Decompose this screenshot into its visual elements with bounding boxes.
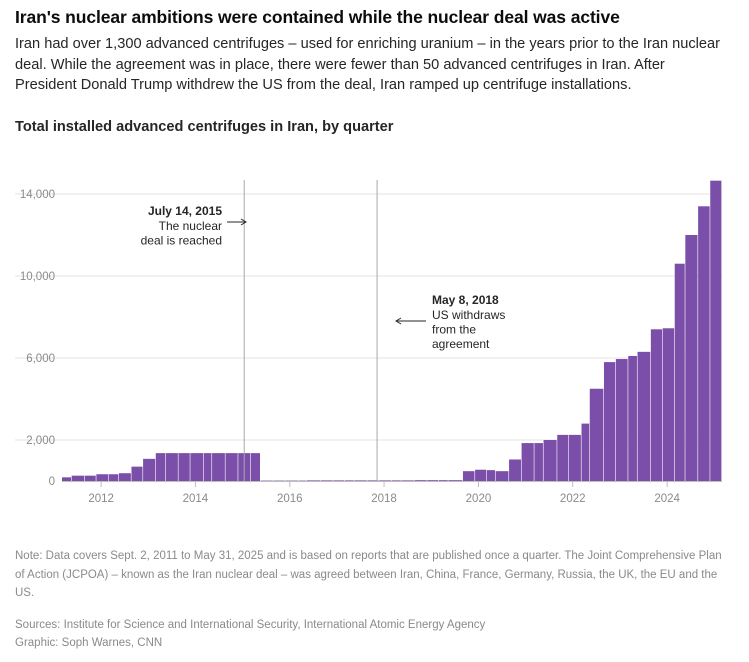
bar (685, 235, 698, 481)
x-tick-label: 2020 (466, 493, 492, 505)
annotation-text: The nuclear (159, 219, 222, 233)
bar (581, 423, 590, 481)
graphic-credit: Graphic: Soph Warnes, CNN (15, 637, 163, 649)
bar (427, 480, 439, 481)
bar (674, 263, 685, 481)
bar (84, 475, 96, 481)
bar (615, 359, 628, 481)
y-tick-label: 14,000 (20, 189, 55, 201)
annotation-text: from the (432, 323, 476, 337)
bar (203, 453, 212, 481)
annotation-text: US withdraws (432, 308, 505, 322)
bar (71, 475, 84, 481)
bar (333, 480, 345, 481)
y-tick-label: 0 (49, 476, 55, 488)
bar (589, 388, 604, 481)
bar (62, 477, 72, 481)
annotation-date: July 14, 2015 (148, 204, 222, 218)
bar (118, 473, 131, 481)
bar (486, 470, 496, 481)
annotation-arrowhead (240, 218, 247, 226)
bar (543, 440, 557, 481)
bar (306, 480, 320, 481)
bar (414, 480, 427, 481)
bar (637, 351, 651, 481)
y-tick-label: 2,000 (26, 435, 55, 447)
bar (379, 480, 392, 481)
x-tick-label: 2012 (88, 493, 114, 505)
y-tick-label: 10,000 (20, 271, 55, 283)
footnote: Note: Data covers Sept. 2, 2011 to May 3… (15, 550, 722, 599)
x-tick-label: 2016 (277, 493, 303, 505)
bar (495, 471, 509, 481)
annotation-text: deal is reached (141, 234, 222, 248)
bar (650, 329, 662, 481)
headline: Iran's nuclear ambitions were contained … (15, 7, 620, 27)
y-tick-label: 6,000 (26, 353, 55, 365)
bar (557, 434, 568, 481)
bar (662, 328, 675, 481)
chart-title: Total installed advanced centrifuges in … (15, 119, 394, 135)
dek: Iran had over 1,300 advanced centrifuges… (15, 36, 720, 93)
x-tick-label: 2018 (371, 493, 397, 505)
bar (212, 453, 225, 481)
bar (344, 480, 354, 481)
bar (391, 480, 401, 481)
bar (96, 474, 109, 481)
credits: Sources: Institute for Science and Inter… (15, 616, 730, 652)
bar (568, 434, 581, 481)
centrifuge-bar-chart: 0 2,000 6,000 10,000 14,000 2012 2014 2016 2018 2… (15, 180, 722, 505)
bar (448, 480, 463, 481)
x-tick-label: 2024 (654, 493, 680, 505)
bar (698, 206, 710, 482)
x-tick-label: 2022 (560, 493, 586, 505)
bar (367, 480, 379, 481)
bar (165, 453, 178, 481)
bar (710, 180, 722, 482)
bar (178, 453, 190, 481)
annotation-text: agreement (432, 337, 490, 351)
bar (225, 453, 238, 481)
bar (131, 466, 143, 481)
bar (108, 474, 119, 481)
bar (438, 480, 448, 481)
annotation-date: May 8, 2018 (432, 293, 499, 307)
bar (320, 480, 333, 481)
sources-line: Sources: Institute for Science and Inter… (15, 619, 486, 631)
bar (250, 453, 261, 481)
bar (628, 355, 637, 481)
x-tick-label: 2014 (183, 493, 209, 505)
bar (143, 458, 156, 481)
bar (509, 459, 521, 481)
bar (521, 443, 534, 481)
bar (354, 480, 367, 481)
bar (190, 453, 204, 481)
bar (603, 362, 616, 481)
annotation-arrowhead (395, 317, 402, 325)
bar (462, 471, 475, 481)
bar (475, 469, 487, 481)
bar (155, 453, 166, 481)
bar (534, 443, 543, 481)
bar (401, 480, 414, 481)
